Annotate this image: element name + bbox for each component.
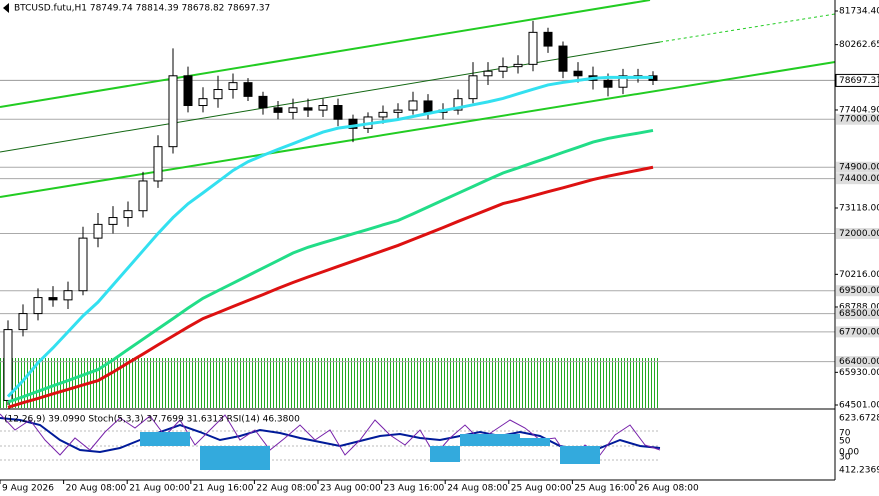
channel-mid	[0, 41, 661, 153]
candle-body	[168, 75, 178, 148]
candle-body	[3, 329, 13, 401]
indicator-scale-label: 623.6728	[839, 414, 879, 424]
candle-body	[108, 217, 118, 225]
candle-body	[378, 111, 388, 118]
y-tick-label: 80262.65	[839, 40, 879, 50]
level-box	[836, 173, 879, 185]
candle-body	[528, 31, 538, 65]
x-tick-label: 20 Aug 08:00	[66, 484, 127, 494]
candle-body	[273, 107, 283, 113]
symbol-icon	[3, 3, 9, 13]
level-label: 66400.00	[839, 357, 879, 367]
level-label: 74400.00	[839, 174, 879, 184]
y-tick-label: 64501.00	[839, 401, 879, 411]
candle-body	[288, 107, 298, 113]
plot	[3, 20, 658, 409]
candle-body	[258, 95, 268, 109]
candle-body	[198, 98, 208, 107]
x-tick-label: 9 Aug 2026	[2, 484, 54, 494]
moving-average	[6, 75, 653, 398]
candle-body	[48, 297, 58, 301]
candle-body	[423, 100, 433, 113]
level-box	[836, 161, 879, 173]
candle-body	[93, 223, 103, 239]
channel-upper	[0, 0, 651, 108]
level-box	[836, 308, 879, 320]
candle-body	[483, 70, 493, 77]
level-label: 77000.00	[839, 115, 879, 125]
candle-body	[228, 82, 238, 91]
level-box	[836, 228, 879, 240]
moving-average	[7, 128, 654, 404]
indicator-scale-label: 50	[839, 437, 851, 447]
candle-body	[603, 79, 613, 88]
y-tick-label: 70216.00	[839, 270, 879, 280]
candle-body	[303, 107, 313, 111]
candle-body	[78, 237, 88, 292]
candle-body	[618, 75, 628, 88]
candle-body	[153, 146, 163, 182]
indicator-scale-label: 30	[839, 453, 851, 463]
level-box	[836, 326, 879, 338]
y-tick-label: 65930.00	[839, 368, 879, 378]
candle-body	[573, 70, 583, 77]
current-price-label: 78697.37	[839, 76, 879, 86]
level-label: 67700.00	[839, 327, 879, 337]
candle-body	[123, 210, 133, 219]
candle-body	[498, 66, 508, 72]
current-price-box	[835, 73, 879, 87]
x-tick-label: 24 Aug 08:00	[447, 484, 508, 494]
y-tick-label: 81734.40	[839, 6, 879, 16]
indicator-scale-label: 70	[839, 429, 851, 439]
candle-body	[348, 118, 358, 129]
macd-hist	[140, 432, 600, 470]
candle-body	[183, 75, 193, 107]
candle-body	[558, 45, 568, 72]
candle-body	[63, 290, 73, 301]
x-tick-label: 26 Aug 08:00	[638, 484, 699, 494]
candle-body	[333, 105, 343, 120]
candle-body	[468, 75, 478, 100]
y-tick-label: 68788.00	[839, 302, 879, 312]
indicator-title: (12,26,9) 39.0990 Stoch(5,3,3) 37.7699 3…	[4, 415, 300, 425]
level-box	[836, 356, 879, 368]
y-tick-label: 73118.00	[839, 203, 879, 213]
level-label: 72000.00	[839, 229, 879, 239]
x-tick-label: 21 Aug 16:00	[193, 484, 254, 494]
volume-bars	[0, 358, 660, 408]
x-tick-label: 25 Aug 16:00	[574, 484, 635, 494]
chart-title: BTCUSD.futu,H1 78749.74 78814.39 78678.8…	[14, 4, 270, 14]
candle-body	[243, 82, 253, 97]
candle-body	[138, 180, 148, 212]
channel-lower	[0, 61, 836, 198]
candle-body	[213, 89, 223, 100]
level-box	[836, 285, 879, 297]
x-tick-label: 23 Aug 16:00	[384, 484, 445, 494]
level-label: 74900.00	[839, 163, 879, 173]
indicator-scale-label: 0.00	[839, 448, 859, 458]
indicator-scale-label: 412.2369	[839, 466, 879, 476]
level-box	[836, 113, 879, 125]
x-tick-label: 23 Aug 00:00	[320, 484, 381, 494]
levels	[0, 79, 835, 363]
y-tick-label: 77404.90	[839, 105, 879, 115]
candle-body	[318, 105, 328, 111]
moving-average	[7, 165, 654, 409]
candle-body	[18, 313, 28, 331]
candle-body	[513, 63, 523, 68]
candle-body	[408, 100, 418, 111]
candle-body	[33, 297, 43, 315]
candle-body	[393, 109, 403, 113]
x-tick-label: 22 Aug 08:00	[256, 484, 317, 494]
level-label: 69500.00	[839, 286, 879, 296]
candle-body	[543, 31, 553, 47]
x-tick-label: 21 Aug 00:00	[129, 484, 190, 494]
channel-mid-ext	[659, 13, 836, 43]
candle-body	[453, 98, 463, 111]
x-tick-label: 25 Aug 00:00	[511, 484, 572, 494]
level-label: 68500.00	[839, 309, 879, 319]
